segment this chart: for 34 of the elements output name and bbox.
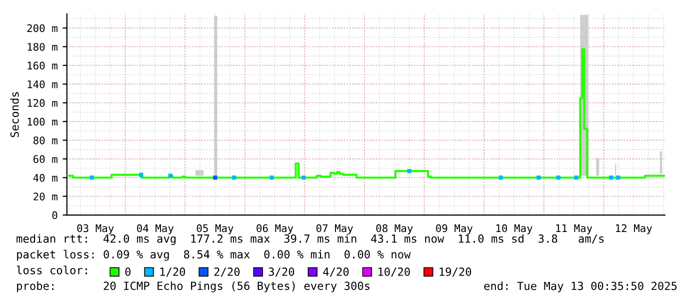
legend-title: loss color:	[16, 266, 87, 274]
y-tick-label: 200 m	[27, 24, 58, 32]
x-tick-label: 07 May	[316, 224, 353, 234]
x-tick-label: 11 May	[556, 224, 592, 234]
legend-label: 19/20	[440, 268, 472, 277]
y-tick-label: 80 m	[33, 136, 58, 144]
y-axis-title: Seconds	[10, 92, 19, 138]
x-tick-label: 06 May	[256, 224, 294, 234]
x-tick-label: 05 May	[196, 224, 234, 234]
x-tick-label: 12 May	[616, 224, 652, 234]
y-tick-label: 160 m	[28, 62, 58, 70]
y-tick-label: 140 m	[28, 80, 58, 88]
legend-label: 2/20	[214, 268, 240, 277]
legend-label: 3/20	[268, 268, 294, 277]
x-tick-label: 09 May	[436, 224, 473, 234]
text: end: Tue May 13 00:35:50 2025	[484, 281, 677, 292]
x-tick-label: 03 May	[77, 224, 114, 234]
legend-label: 0	[125, 268, 131, 276]
legend-label: 10/20	[378, 268, 410, 277]
text: probe: 20 ICMP Echo Pings (56 Bytes) every 300s	[17, 281, 370, 292]
legend-label: 1/20	[160, 268, 186, 277]
y-tick-label: 60 m	[33, 155, 58, 164]
x-tick-label: 08 May	[376, 224, 413, 234]
text: packet loss: 0.09 % avg 8.54 % max 0.00 % min 0.00 % now	[17, 250, 411, 261]
x-tick-label: 04 May	[137, 224, 174, 234]
text: median rtt: 42.0 ms avg 177.2 ms max 39.7 ms min 43.1 ms now 11.0 ms sd 3.8 am/s	[16, 234, 604, 246]
y-tick-label: 100 m	[28, 118, 58, 126]
y-tick-label: 20 m	[34, 192, 58, 200]
y-tick-label: 40 m	[33, 174, 58, 182]
y-tick-label: 180 m	[28, 42, 58, 51]
y-tick-label: 120 m	[28, 99, 58, 107]
legend-label: 4/20	[323, 268, 349, 277]
x-tick-label: 10 May	[496, 224, 532, 234]
y-tick-label: 0	[52, 211, 58, 220]
